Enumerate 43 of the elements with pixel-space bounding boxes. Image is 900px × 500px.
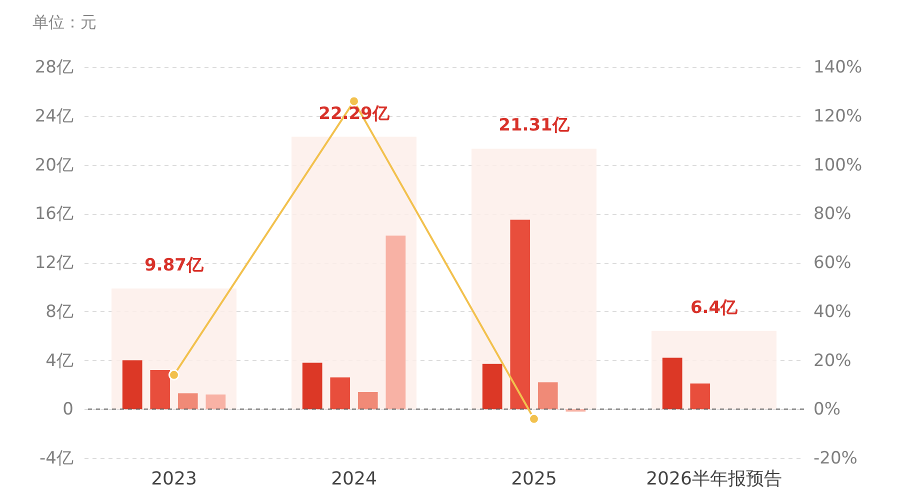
y2-tick-label: 100% bbox=[814, 155, 862, 176]
y-tick-label: 20亿 bbox=[34, 155, 74, 176]
x-tick-label: 2024 bbox=[331, 468, 377, 490]
data-label: 21.31亿 bbox=[498, 116, 570, 136]
data-label: 9.87亿 bbox=[144, 256, 204, 276]
y2-tick-label: 20% bbox=[814, 350, 852, 371]
bar bbox=[206, 394, 226, 410]
y-tick-label: -4亿 bbox=[40, 448, 74, 468]
point bbox=[348, 96, 360, 107]
y2-tick-label: 40% bbox=[814, 302, 852, 322]
y-axis-title: 单位：元 bbox=[32, 12, 96, 32]
y-tick-label: 4亿 bbox=[46, 350, 74, 371]
bar bbox=[566, 409, 586, 412]
y2-tick-label: 140% bbox=[814, 58, 862, 78]
y-tick-label: 12亿 bbox=[34, 253, 74, 273]
data-label: 6.4亿 bbox=[690, 298, 739, 318]
y-tick-label: 8亿 bbox=[46, 302, 74, 322]
y-tick-label: 28亿 bbox=[34, 58, 74, 78]
y2-tick-label: -20% bbox=[814, 448, 858, 468]
y-tick-label: 24亿 bbox=[34, 106, 74, 126]
bar bbox=[690, 383, 710, 410]
bar bbox=[330, 377, 350, 410]
bar bbox=[538, 382, 558, 410]
y2-tick-label: 80% bbox=[814, 204, 852, 224]
y2-tick-label: 60% bbox=[814, 253, 852, 273]
point bbox=[168, 369, 180, 380]
bar bbox=[122, 360, 142, 410]
bar bbox=[482, 364, 502, 410]
x-tick-label: 2023 bbox=[151, 468, 197, 490]
bar bbox=[662, 358, 682, 410]
y2-tick-label: 0% bbox=[814, 400, 840, 420]
y-tick-label: 16亿 bbox=[34, 204, 74, 224]
bar bbox=[386, 236, 406, 410]
x-tick-label: 2026半年报预告 bbox=[646, 468, 782, 490]
bar bbox=[302, 362, 322, 410]
y2-tick-label: 120% bbox=[814, 106, 862, 126]
y-tick-label: 0 bbox=[62, 400, 74, 420]
x-tick-label: 2025 bbox=[511, 468, 557, 490]
point bbox=[528, 413, 540, 424]
bar bbox=[150, 370, 170, 410]
bar bbox=[178, 393, 198, 410]
bar bbox=[510, 220, 530, 410]
bar bbox=[358, 392, 378, 410]
